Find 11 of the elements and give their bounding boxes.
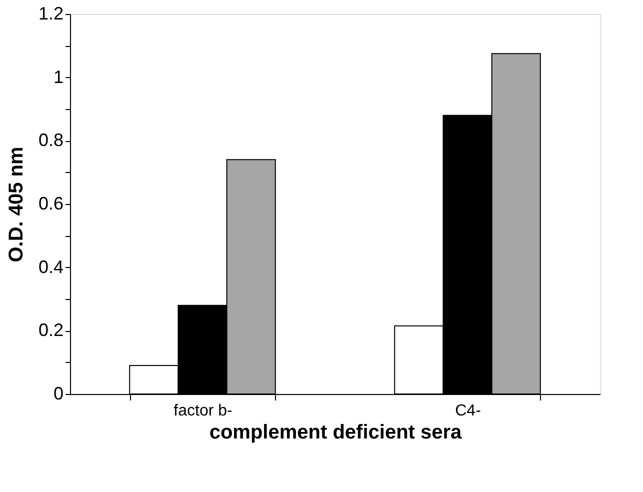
x-axis-title: complement deficient sera [209, 422, 463, 444]
y-tick-label: 1 [53, 66, 64, 87]
y-axis-title: O.D. 405 nm [5, 146, 28, 262]
y-tick-label: 0.4 [38, 256, 64, 277]
y-tick-label: 1.2 [38, 4, 64, 24]
x-tick-label: C4- [455, 402, 481, 420]
y-tick-label: 0.2 [38, 320, 64, 340]
x-tick-label: factor b- [174, 402, 232, 420]
y-tick-label: 0.6 [38, 194, 64, 214]
y-tick-label: 0 [53, 384, 64, 404]
y-tick-label: 0.8 [38, 130, 64, 150]
